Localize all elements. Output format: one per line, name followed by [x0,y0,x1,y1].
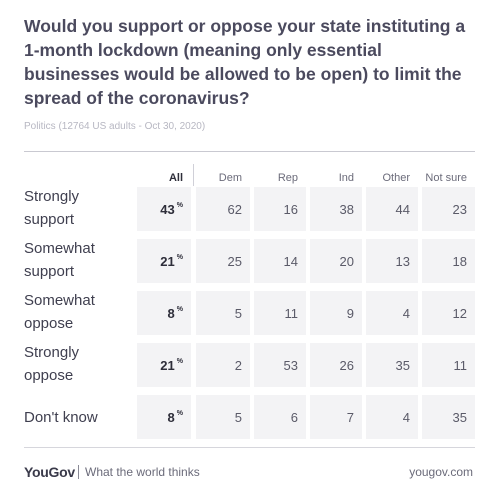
column-header-all: All [168,172,183,184]
cell-all: 8% [137,395,191,439]
footer-divider [24,447,475,448]
cell-rep: 14 [254,239,306,283]
cell-dem: 62 [196,187,250,231]
cell-rep: 11 [254,291,306,335]
column-divider [193,164,194,186]
column-header-not-sure: Not sure [425,172,467,184]
cell-rep: 16 [254,187,306,231]
cell-not-sure: 35 [422,395,475,439]
row-label: Strongly support [24,188,80,228]
cell-all: 8% [137,291,191,335]
cell-ind: 7 [310,395,362,439]
row-label: Somewhat support [24,240,95,280]
cell-dem: 2 [196,343,250,387]
cell-rep: 6 [254,395,306,439]
chart-subtitle: Politics (12764 US adults - Oct 30, 2020… [24,121,206,132]
footer-site-link[interactable]: yougov.com [409,465,473,479]
column-header-dem: Dem [218,172,242,184]
cell-dem: 5 [196,395,250,439]
header-divider [24,151,475,152]
cell-ind: 9 [310,291,362,335]
cell-all: 43% [137,187,191,231]
row-label: Don't know [24,409,98,426]
cell-ind: 38 [310,187,362,231]
yougov-logo[interactable]: YouGov [24,464,75,480]
cell-dem: 5 [196,291,250,335]
cell-not-sure: 12 [422,291,475,335]
footer-separator [78,465,79,479]
column-header-other: Other [382,172,410,184]
footer-tagline: What the world thinks [85,465,200,479]
cell-not-sure: 11 [422,343,475,387]
cell-all: 21% [137,239,191,283]
row-label: Somewhat oppose [24,292,95,332]
column-header-ind: Ind [338,172,354,184]
row-label: Strongly oppose [24,344,80,384]
cell-other: 44 [366,187,418,231]
cell-other: 4 [366,395,418,439]
cell-not-sure: 18 [422,239,475,283]
cell-ind: 26 [310,343,362,387]
cell-rep: 53 [254,343,306,387]
cell-not-sure: 23 [422,187,475,231]
cell-other: 4 [366,291,418,335]
cell-ind: 20 [310,239,362,283]
cell-other: 35 [366,343,418,387]
cell-dem: 25 [196,239,250,283]
column-header-rep: Rep [277,172,298,184]
cell-all: 21% [137,343,191,387]
chart-title: Would you support or oppose your state i… [24,16,466,108]
cell-other: 13 [366,239,418,283]
